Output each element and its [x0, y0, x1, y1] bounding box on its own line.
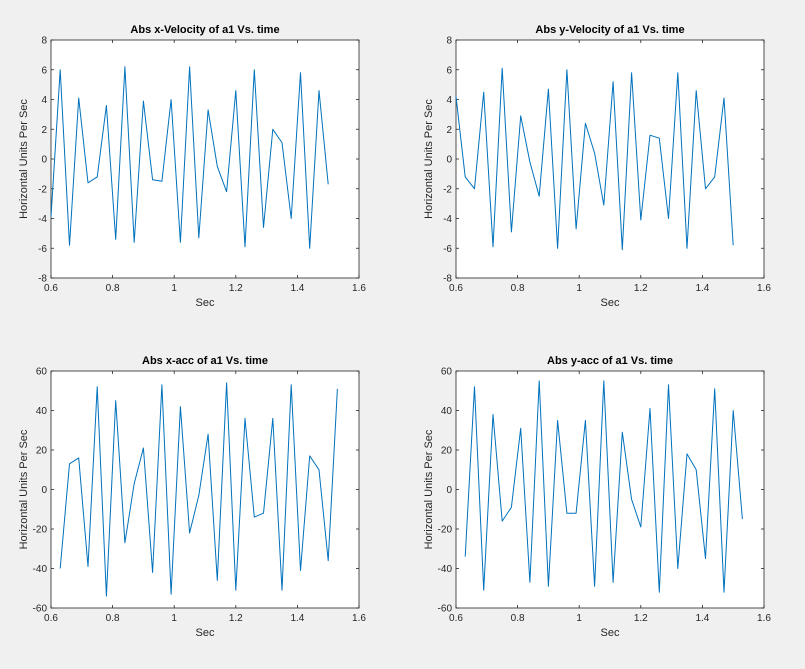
- y-tick-label: 2: [41, 125, 47, 136]
- y-axis-label: Horizontal Units Per Sec: [423, 429, 435, 549]
- y-tick-label: -4: [38, 214, 47, 225]
- y-tick-label: 20: [36, 446, 48, 457]
- subplot-3: 0.6 0.8 1 1.2 1.4 1.6 -60 -40 -20 0 20 40 60 Abs x-ac…: [18, 355, 366, 639]
- x-tick-label: 1.6: [352, 613, 366, 624]
- y-axis-label: Horizontal Units Per Sec: [18, 429, 30, 549]
- plot-area: [456, 371, 764, 608]
- y-tick-label: -2: [443, 184, 452, 195]
- y-tick-label: 60: [36, 367, 48, 378]
- axes-box: [50, 370, 360, 609]
- series-line: [455, 67, 734, 251]
- series-line: [50, 66, 329, 249]
- y-tick-label: -60: [438, 604, 453, 615]
- x-tick-label: 0.6: [44, 613, 58, 624]
- y-tick-label: 4: [446, 95, 452, 106]
- x-tick-label: 1.2: [229, 613, 243, 624]
- x-tick-label: 1.6: [757, 613, 771, 624]
- y-tick-label: -40: [33, 564, 48, 575]
- chart-title: Abs x-acc of a1 Vs. time: [142, 355, 268, 367]
- y-tick-label: 2: [446, 125, 452, 136]
- axes-box: [455, 39, 765, 279]
- x-tick-label: 1.4: [695, 283, 709, 294]
- y-tick-label: 6: [446, 65, 452, 76]
- y-tick-label: 40: [36, 406, 48, 417]
- y-tick-label: 0: [41, 155, 47, 166]
- chart-title: Abs x-Velocity of a1 Vs. time: [130, 24, 279, 36]
- y-tick-label: 4: [41, 95, 47, 106]
- x-tick-label: 1.2: [634, 283, 648, 294]
- x-tick-label: 0.8: [106, 283, 120, 294]
- series-line: [59, 382, 338, 597]
- plot-area: [51, 371, 359, 608]
- y-tick-label: 0: [41, 485, 47, 496]
- chart-title: Abs y-Velocity of a1 Vs. time: [535, 24, 684, 36]
- y-tick-label: 0: [446, 155, 452, 166]
- x-tick-label: 1.6: [757, 283, 771, 294]
- y-tick-label: 60: [441, 367, 453, 378]
- y-tick-label: -8: [443, 274, 452, 285]
- x-tick-label: 0.8: [511, 613, 525, 624]
- x-axis-label: Sec: [196, 627, 215, 639]
- y-tick-label: -20: [438, 525, 453, 536]
- x-tick-label: 1: [171, 613, 177, 624]
- x-axis-label: Sec: [601, 297, 620, 309]
- y-tick-label: 40: [441, 406, 453, 417]
- y-tick-label: -40: [438, 564, 453, 575]
- x-tick-label: 0.8: [511, 283, 525, 294]
- x-tick-label: 1.2: [634, 613, 648, 624]
- y-tick-label: 0: [446, 485, 452, 496]
- y-tick-label: -2: [38, 184, 47, 195]
- subplot-4: 0.6 0.8 1 1.2 1.4 1.6 -60 -40 -20 0 20 40 60 Abs y-ac…: [423, 355, 771, 639]
- y-axis-label: Horizontal Units Per Sec: [423, 99, 435, 219]
- x-tick-label: 0.6: [449, 283, 463, 294]
- x-tick-label: 0.8: [106, 613, 120, 624]
- y-axis-label: Horizontal Units Per Sec: [18, 99, 30, 219]
- y-tick-label: 8: [41, 36, 47, 47]
- axes-box: [455, 370, 765, 609]
- subplot-1: 0.6 0.8 1 1.2 1.4 1.6 -8 -6 -4 -2 0 2 4 6 8 Abs x-Veloc…: [18, 24, 366, 309]
- y-tick-label: 6: [41, 65, 47, 76]
- chart-title: Abs y-acc of a1 Vs. time: [547, 355, 673, 367]
- x-tick-label: 1: [576, 613, 582, 624]
- x-tick-label: 0.6: [44, 283, 58, 294]
- series-line: [464, 380, 743, 593]
- y-tick-label: -6: [443, 244, 452, 255]
- x-tick-label: 1.4: [290, 613, 304, 624]
- x-tick-label: 1: [576, 283, 582, 294]
- y-tick-label: -60: [33, 604, 48, 615]
- y-tick-label: -8: [38, 274, 47, 285]
- x-tick-label: 1.4: [695, 613, 709, 624]
- x-tick-label: 1.4: [290, 283, 304, 294]
- y-tick-label: -6: [38, 244, 47, 255]
- subplot-2: 0.6 0.8 1 1.2 1.4 1.6 -8 -6 -4 -2 0 2 4 6 8 Abs y-Veloc…: [423, 24, 771, 309]
- x-tick-label: 1.2: [229, 283, 243, 294]
- x-tick-label: 1: [171, 283, 177, 294]
- axes-box: [50, 39, 360, 279]
- x-tick-label: 0.6: [449, 613, 463, 624]
- y-tick-label: -20: [33, 525, 48, 536]
- y-tick-label: -4: [443, 214, 452, 225]
- y-tick-label: 20: [441, 446, 453, 457]
- x-axis-label: Sec: [601, 627, 620, 639]
- y-tick-label: 8: [446, 36, 452, 47]
- x-axis-label: Sec: [196, 297, 215, 309]
- x-tick-label: 1.6: [352, 283, 366, 294]
